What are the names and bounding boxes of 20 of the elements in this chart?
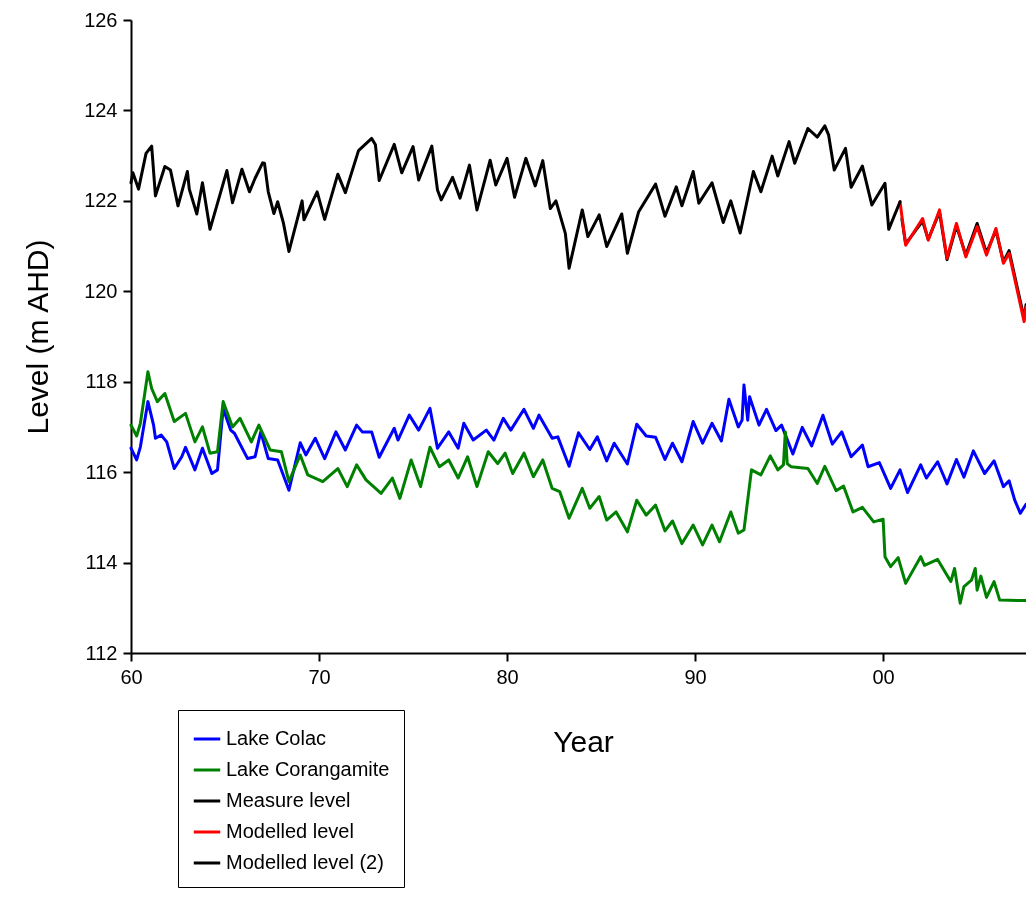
y-tick-label: 114 [85,551,118,574]
x-axis-title: Year [553,724,614,758]
x-tick-label: 70 [308,665,331,688]
legend-label: Modelled level (2) [226,851,384,873]
x-tick-label: 80 [496,665,519,688]
y-tick-label: 112 [85,641,118,664]
x-tick-label: 90 [684,665,707,688]
legend-label: Modelled level [226,820,354,842]
y-tick-label: 122 [84,189,118,212]
legend-label: Lake Colac [226,727,327,749]
y-axis-title: Level (m AHD) [21,239,55,435]
x-tick-label: 60 [120,665,143,688]
y-tick-label: 126 [84,8,118,31]
x-tick-label: 00 [872,665,895,688]
y-tick-label: 118 [85,370,118,393]
y-tick-label: 120 [84,279,118,302]
y-tick-label: 116 [85,460,118,483]
legend-label: Lake Corangamite [226,758,390,780]
legend-label: Measure level [226,789,351,811]
y-tick-label: 124 [84,98,118,121]
